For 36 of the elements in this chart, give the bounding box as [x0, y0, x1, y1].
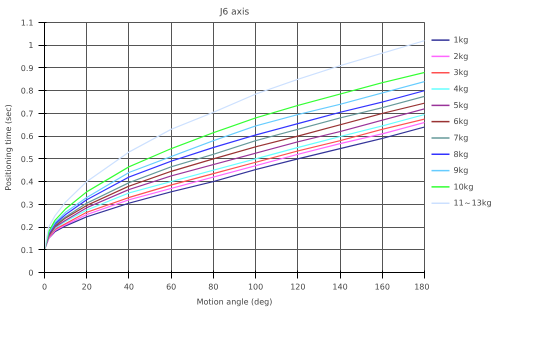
x-tick-label: 40: [124, 282, 134, 292]
legend-label: 8kg: [454, 150, 468, 159]
y-tick-label: 0.8: [20, 86, 34, 96]
legend-label: 4kg: [454, 84, 468, 94]
x-axis-title: Motion angle (deg): [196, 298, 272, 306]
legend-label: 5kg: [454, 100, 468, 110]
x-tick-label: 100: [248, 282, 264, 292]
x-tick-label: 160: [374, 282, 390, 292]
x-tick-label: 120: [290, 282, 306, 292]
chart-subtitle: J6 axis: [218, 8, 250, 18]
y-tick-label: 0.9: [20, 64, 34, 73]
x-tick-label: 180: [414, 282, 430, 292]
x-tick-label: 60: [166, 282, 176, 292]
legend-label: 7kg: [454, 133, 468, 142]
y-tick-label: 0.3: [20, 200, 34, 210]
legend-label: 9kg: [454, 166, 468, 176]
legend-label: 1kg: [454, 36, 468, 45]
y-tick-label: 0.7: [20, 109, 34, 118]
y-tick-label: 0.1: [20, 246, 34, 255]
x-tick-label: 80: [208, 282, 218, 292]
y-tick-label: 0.6: [20, 132, 34, 142]
legend-label: 3kg: [454, 68, 468, 78]
x-tick-label: 140: [332, 282, 348, 292]
legend-label: 6kg: [454, 117, 468, 126]
y-axis-title: Positioning time (sec): [4, 104, 13, 191]
legend-label: 11～13kg: [454, 198, 492, 208]
y-tick-label: 0.5: [20, 154, 34, 164]
x-tick-label: 0: [42, 282, 48, 292]
y-tick-label: 0: [28, 268, 34, 278]
y-tick-label: 0.2: [20, 223, 34, 232]
legend-label: 10kg: [454, 182, 474, 192]
y-tick-label: 0.4: [20, 178, 34, 187]
x-tick-label: 20: [82, 282, 92, 292]
y-tick-label: 1.1: [20, 18, 34, 28]
y-tick-label: 1: [28, 41, 34, 50]
legend-label: 2kg: [454, 52, 468, 61]
